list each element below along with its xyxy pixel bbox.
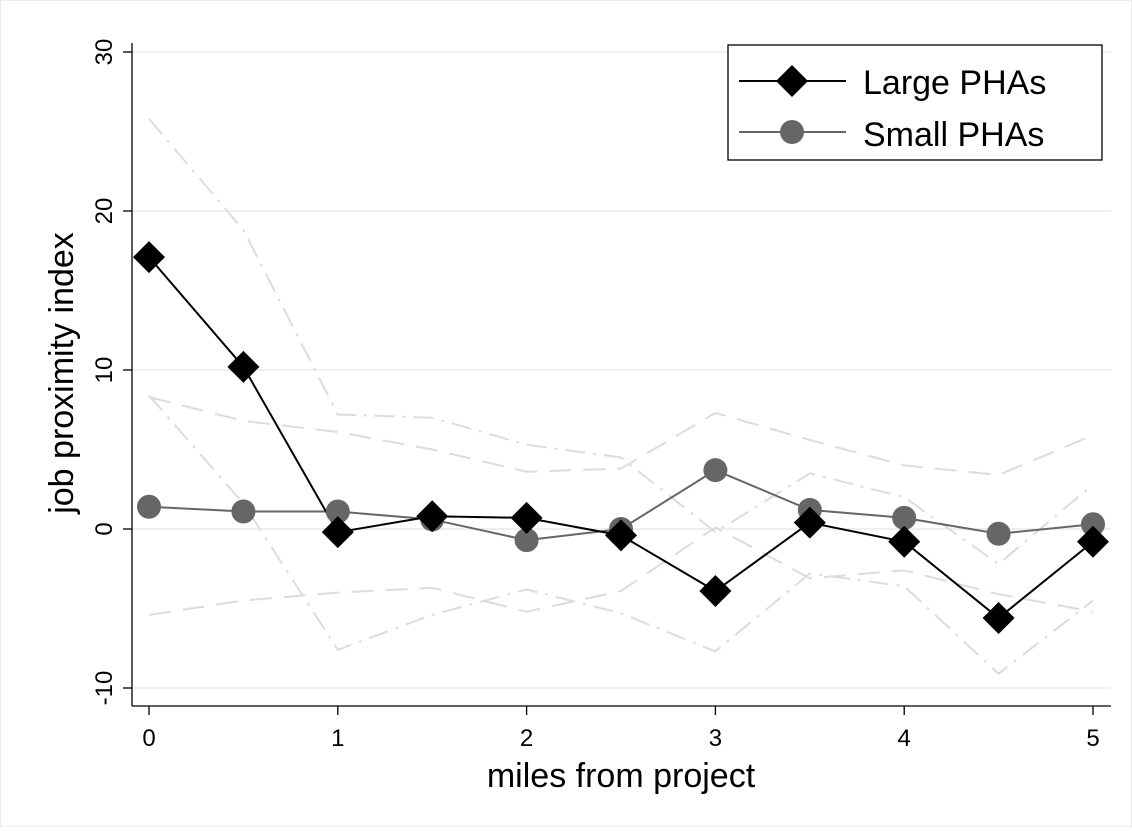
series-1-point <box>703 458 728 483</box>
series-1-point <box>325 499 350 524</box>
legend-box <box>727 44 1103 161</box>
series-0-point <box>699 575 732 608</box>
series-0-point <box>793 506 826 539</box>
series-markers <box>133 241 1109 635</box>
series-line-0 <box>148 256 1094 620</box>
x-tick-label: 3 <box>709 725 722 752</box>
series-lines <box>148 256 1094 620</box>
series-1-point <box>986 521 1011 546</box>
series-0-point <box>416 500 449 533</box>
confidence-band-0-upper <box>148 118 1094 566</box>
x-tick-label: 5 <box>1086 725 1099 752</box>
axes <box>131 43 1111 707</box>
series-0-point <box>321 516 354 549</box>
confidence-band-1-upper <box>148 396 1094 476</box>
series-1-point <box>137 494 161 519</box>
y-axis-label: job proximity index <box>43 232 81 515</box>
x-tick-label: 4 <box>898 725 911 752</box>
y-tick-label: 20 <box>91 198 118 225</box>
x-tick-label: 1 <box>331 725 344 752</box>
series-0-point <box>1077 525 1109 558</box>
series-1-point <box>514 528 539 553</box>
series-1-point <box>892 505 917 530</box>
confidence-band-1-lower <box>148 526 1094 616</box>
legend-marker <box>776 65 808 97</box>
series-0-point <box>605 519 637 552</box>
y-tick-label: 10 <box>91 357 118 384</box>
confidence-bands <box>148 118 1094 675</box>
legend-label-large-phas: Large PHAs <box>863 64 1046 102</box>
confidence-band-0-lower <box>148 394 1094 675</box>
legend: Large PHAs Small PHAs <box>727 44 1103 161</box>
x-axis-label: miles from project <box>487 757 756 795</box>
y-tick-label: -10 <box>91 671 118 706</box>
legend-marker <box>780 120 804 144</box>
series-0-point <box>888 525 921 558</box>
y-tick-label: 0 <box>91 522 118 535</box>
series-1-point <box>231 499 256 524</box>
axis-ticks: -10 0 10 20 30 0 1 2 3 4 5 <box>91 39 1100 752</box>
series-0-point <box>227 350 260 383</box>
x-tick-label: 0 <box>142 725 155 752</box>
legend-swatch-small-phas <box>739 120 846 144</box>
series-0-point <box>510 501 543 534</box>
y-tick-label: 30 <box>91 39 118 66</box>
x-tick-label: 2 <box>520 725 533 752</box>
legend-label-small-phas: Small PHAs <box>863 116 1044 154</box>
series-0-point <box>982 602 1015 635</box>
legend-swatch-large-phas <box>739 65 846 97</box>
series-0-point <box>133 241 165 274</box>
series-1-point <box>1081 512 1105 537</box>
